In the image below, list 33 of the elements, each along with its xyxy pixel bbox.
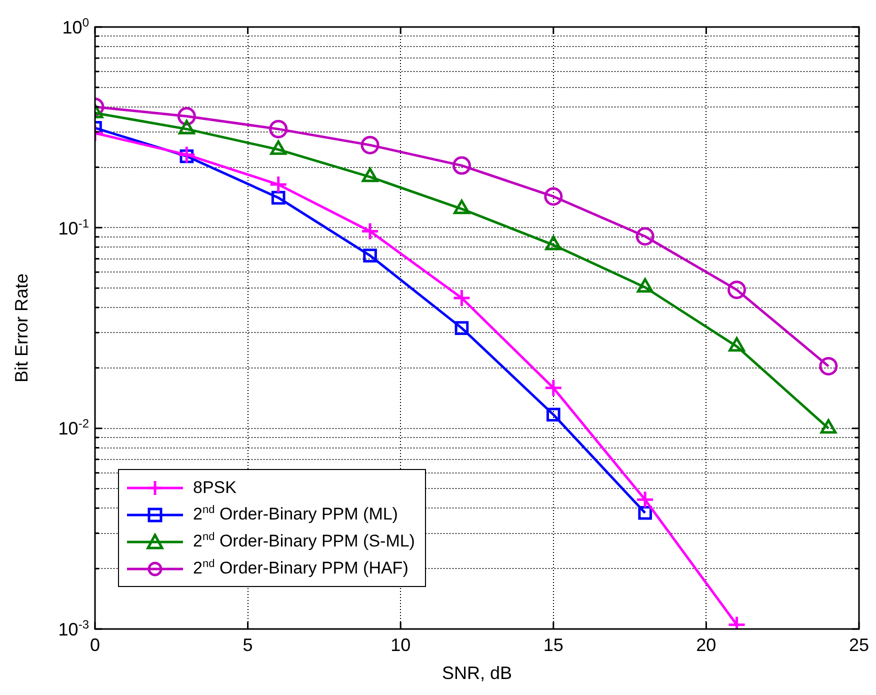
point: [636, 227, 654, 246]
point: [636, 490, 654, 509]
point: [360, 136, 380, 154]
y-tick-label: 10$^{-3}$: [58, 618, 89, 640]
point: [269, 120, 288, 138]
point: [546, 408, 560, 422]
point: [177, 145, 196, 164]
point: [454, 321, 469, 335]
point: [271, 190, 286, 205]
point: [819, 356, 838, 376]
point: [360, 222, 380, 240]
x-tick-label: 20: [696, 635, 716, 656]
y-tick-label: 10$^{-1}$: [58, 216, 89, 240]
point: [452, 156, 471, 175]
legend-label: 2$^{nd}$ Order-Binary PPM (HAF): [193, 558, 408, 579]
point: [544, 187, 563, 206]
point: [544, 378, 563, 398]
legend-label: 2$^{nd}$ Order-Binary PPM (S-ML): [193, 531, 415, 552]
point: [363, 248, 377, 262]
x-axis-title: SNR, dB: [442, 663, 512, 684]
y-tick-label: 10$^{0}$: [62, 16, 89, 38]
point: [728, 280, 746, 300]
x-tick-label: 10: [390, 635, 411, 656]
point: [452, 288, 471, 308]
legend-label: 2$^{nd}$ Order-Binary PPM (ML): [193, 504, 398, 525]
point: [269, 175, 288, 194]
x-tick-label: 15: [543, 635, 564, 656]
legend-label: 8PSK: [193, 478, 236, 498]
y-tick-label: 10$^{-2}$: [58, 416, 89, 440]
x-tick-label: 25: [848, 635, 870, 656]
y-axis-title: Bit Error Rate: [12, 273, 32, 383]
x-tick-label: 5: [242, 635, 253, 656]
x-tick-label: 0: [90, 635, 100, 656]
